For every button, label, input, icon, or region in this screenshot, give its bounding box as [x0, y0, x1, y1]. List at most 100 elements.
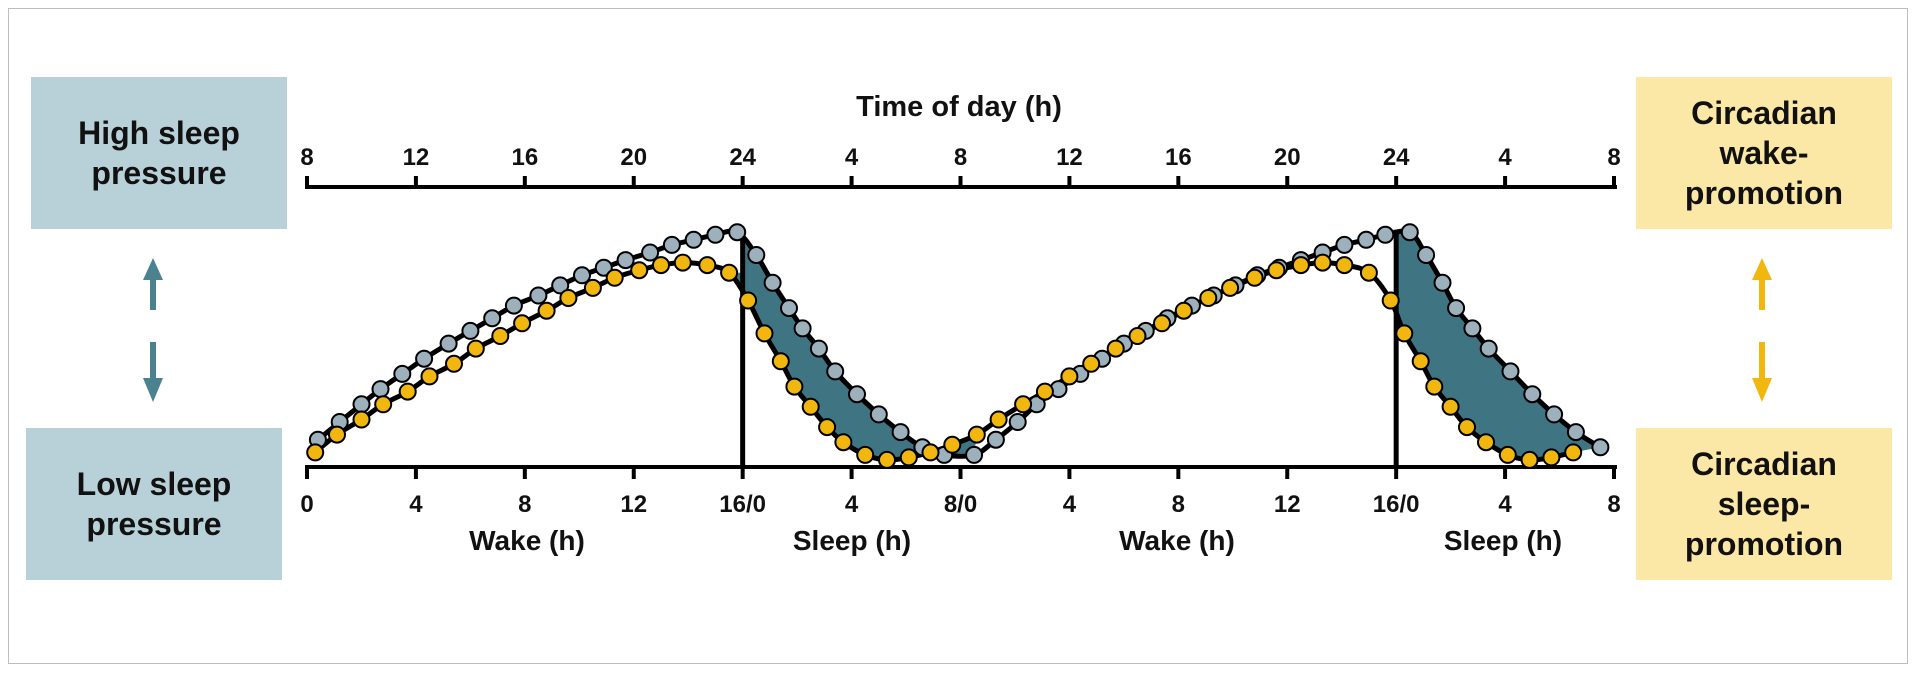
data-point	[965, 445, 984, 464]
data-point	[1411, 352, 1430, 371]
data-point	[1395, 324, 1414, 343]
data-point	[374, 395, 393, 414]
data-point	[1566, 423, 1585, 442]
data-point	[785, 377, 804, 396]
data-point	[1501, 362, 1520, 381]
bottom-axis-tick-label: 8	[1172, 491, 1185, 518]
data-point	[818, 418, 837, 437]
data-point	[662, 235, 681, 254]
data-point	[1313, 253, 1332, 272]
data-point	[1008, 413, 1027, 431]
data-point	[1441, 397, 1460, 416]
data-point	[856, 445, 875, 464]
up-arrow-icon	[1752, 258, 1772, 310]
data-point	[848, 385, 866, 404]
data-point	[771, 352, 790, 371]
data-point	[583, 278, 602, 297]
bottom-axis-tick-label: 8	[518, 491, 531, 518]
phase-label: Wake (h)	[1119, 525, 1235, 556]
data-point	[755, 324, 774, 343]
data-point	[1591, 438, 1610, 457]
data-point	[398, 382, 417, 401]
data-point	[537, 301, 556, 320]
data-point	[1014, 395, 1033, 414]
data-point	[1523, 385, 1542, 404]
top-axis-tick-label: 16	[1165, 144, 1192, 171]
bottom-axis-tick-label: 4	[409, 491, 423, 518]
data-point	[891, 423, 910, 442]
top-axis-tick-label: 24	[1383, 144, 1410, 171]
top-axis-tick-label: 8	[1607, 144, 1620, 171]
data-point	[529, 286, 548, 305]
data-point	[420, 367, 439, 386]
data-point	[801, 397, 820, 416]
data-point	[1381, 291, 1400, 310]
data-point	[559, 289, 578, 307]
data-point	[594, 258, 613, 277]
data-point	[826, 362, 845, 381]
data-point	[967, 425, 986, 444]
bottom-axis-tick-label: 16/0	[1373, 491, 1420, 518]
data-point	[306, 443, 325, 462]
data-point	[706, 225, 725, 244]
bottom-axis-tick-label: 4	[1498, 491, 1512, 518]
bottom-axis-tick-label: 8/0	[944, 491, 977, 518]
bottom-axis-tick-label: 16/0	[719, 491, 766, 518]
data-point	[1498, 445, 1517, 464]
data-point	[1479, 339, 1498, 358]
data-point	[1357, 230, 1376, 249]
data-point	[328, 425, 346, 444]
bottom-axis-tick-label: 12	[620, 491, 647, 518]
phase-label: Sleep (h)	[1444, 525, 1562, 556]
bottom-axis-tick-label: 4	[1063, 491, 1077, 518]
data-point	[1106, 339, 1125, 358]
data-point	[728, 223, 747, 242]
data-point	[1082, 354, 1101, 373]
data-point	[698, 256, 717, 275]
data-point	[439, 334, 458, 353]
data-point	[445, 354, 463, 373]
data-point	[1520, 450, 1539, 469]
data-point	[673, 253, 692, 272]
data-point	[1060, 367, 1079, 386]
data-point	[616, 251, 635, 270]
data-point	[415, 349, 434, 368]
data-point	[1335, 235, 1354, 254]
data-point	[1035, 382, 1054, 401]
data-point	[1463, 319, 1482, 338]
data-point	[1221, 278, 1240, 297]
data-point	[371, 380, 390, 399]
data-point	[834, 433, 853, 452]
down-arrow-icon	[1752, 342, 1772, 402]
circadian-sleep-promotion-label: Circadian sleep- promotion	[1636, 428, 1892, 580]
data-point	[641, 243, 660, 262]
phase-label: Wake (h)	[469, 525, 585, 556]
data-point	[739, 291, 758, 310]
up-arrow-icon	[143, 258, 163, 310]
data-point	[1335, 256, 1354, 275]
top-axis-tick-label: 12	[403, 144, 430, 171]
series-line	[313, 260, 1574, 463]
top-axis-tick-label: 16	[511, 144, 538, 171]
data-point	[551, 276, 570, 295]
down-arrow-icon	[143, 342, 163, 402]
data-point	[869, 405, 888, 424]
data-point	[1376, 225, 1395, 244]
data-point	[630, 261, 649, 280]
phase-label: Sleep (h)	[793, 525, 911, 556]
data-point	[1359, 263, 1378, 282]
data-point	[1425, 377, 1444, 396]
top-axis-tick-label: 12	[1056, 144, 1083, 171]
data-point	[466, 339, 485, 358]
data-point	[899, 448, 918, 467]
data-point	[393, 364, 412, 383]
data-point	[1153, 314, 1171, 333]
data-point	[763, 273, 782, 292]
top-axis-tick-label: 4	[1498, 144, 1512, 171]
data-point	[780, 299, 798, 318]
top-axis-tick-label: 20	[620, 144, 647, 171]
data-point	[1245, 268, 1264, 287]
data-point	[1564, 443, 1583, 462]
data-point	[605, 268, 624, 287]
